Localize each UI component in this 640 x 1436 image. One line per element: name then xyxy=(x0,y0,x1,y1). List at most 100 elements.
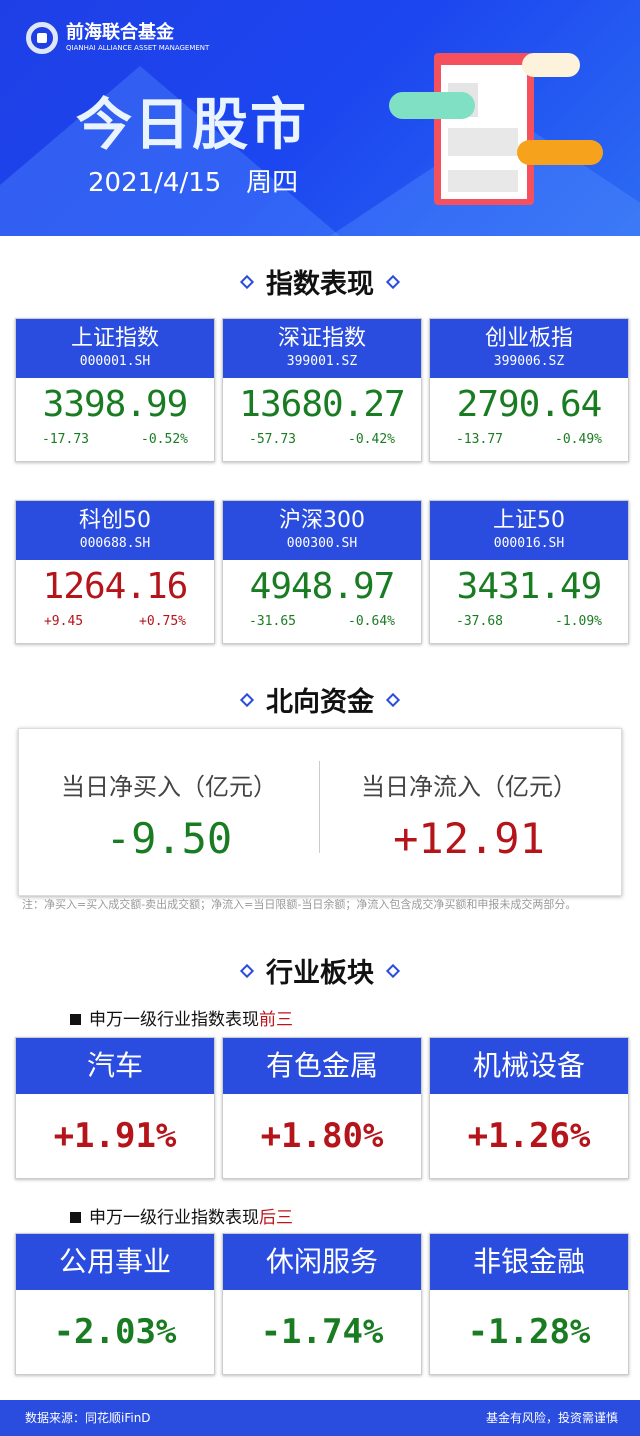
index-change: -13.77 xyxy=(456,432,503,447)
index-card-header: 沪深300 000300.SH xyxy=(223,501,421,560)
index-name: 科创50 xyxy=(79,508,151,533)
index-name: 上证指数 xyxy=(70,326,159,351)
industry-name: 机械设备 xyxy=(430,1038,628,1094)
section-title-text: 指数表现 xyxy=(266,269,374,300)
industry-pct: -1.28% xyxy=(467,1312,591,1352)
diamond-icon xyxy=(239,692,255,707)
index-card-header: 上证指数 000001.SH xyxy=(16,319,214,378)
date: 2021/4/15 周四 xyxy=(88,162,298,199)
disclaimer: 基金有风险，投资需谨慎 xyxy=(485,1411,618,1425)
section-title-text: 北向资金 xyxy=(266,687,374,718)
net-buy-label: 当日净买入（亿元） xyxy=(61,773,277,801)
index-card-body: 3398.99 -17.73 -0.52% xyxy=(16,378,214,461)
subheading-highlight: 后三 xyxy=(259,1208,293,1228)
index-value: 2790.64 xyxy=(456,384,603,425)
diamond-icon xyxy=(239,274,255,289)
divider xyxy=(319,761,320,853)
data-source: 数据来源：同花顺iFinD xyxy=(25,1411,151,1425)
section-title-text: 行业板块 xyxy=(266,958,374,989)
section-title-northbound: 北向资金 xyxy=(0,680,640,719)
industry-card: 非银金融 -1.28% xyxy=(429,1233,629,1375)
index-value: 1264.16 xyxy=(42,566,189,607)
index-change: -31.65 xyxy=(249,614,296,629)
index-card: 上证指数 000001.SH 3398.99 -17.73 -0.52% xyxy=(15,318,215,462)
diamond-icon xyxy=(385,963,401,978)
index-card-body: 13680.27 -57.73 -0.42% xyxy=(223,378,421,461)
industry-name: 非银金融 xyxy=(430,1234,628,1290)
subheading-text: 申万一级行业指数表现 xyxy=(89,1010,259,1030)
index-card-body: 2790.64 -13.77 -0.49% xyxy=(430,378,628,461)
index-card: 科创50 000688.SH 1264.16 +9.45 +0.75% xyxy=(15,500,215,644)
index-code: 399001.SZ xyxy=(286,354,358,369)
industry-pct: +1.80% xyxy=(260,1116,384,1156)
net-inflow-value: +12.91 xyxy=(393,814,545,863)
index-card: 创业板指 399006.SZ 2790.64 -13.77 -0.49% xyxy=(429,318,629,462)
chat-bubble-icon xyxy=(522,53,580,77)
net-inflow-label: 当日净流入（亿元） xyxy=(361,773,577,801)
diamond-icon xyxy=(239,963,255,978)
index-card-body: 1264.16 +9.45 +0.75% xyxy=(16,560,214,643)
industry-card: 有色金属 +1.80% xyxy=(222,1037,422,1179)
industry-card: 汽车 +1.91% xyxy=(15,1037,215,1179)
company-logo: 前海联合基金 QIANHAI ALLIANCE ASSET MANAGEMENT xyxy=(26,22,209,54)
index-code: 000001.SH xyxy=(79,354,151,369)
index-card: 深证指数 399001.SZ 13680.27 -57.73 -0.42% xyxy=(222,318,422,462)
chat-bubble-icon xyxy=(389,92,475,119)
top3-subheading: 申万一级行业指数表现前三 xyxy=(70,1005,293,1030)
northbound-panel: 当日净买入（亿元） -9.50 当日净流入（亿元） +12.91 xyxy=(18,728,622,896)
industry-card: 休闲服务 -1.74% xyxy=(222,1233,422,1375)
logo-name-en: QIANHAI ALLIANCE ASSET MANAGEMENT xyxy=(66,44,210,52)
index-card-body: 3431.49 -37.68 -1.09% xyxy=(430,560,628,643)
index-code: 000016.SH xyxy=(493,536,565,551)
index-code: 000688.SH xyxy=(79,536,151,551)
index-change-pct: -0.52% xyxy=(141,432,188,447)
diamond-icon xyxy=(385,274,401,289)
index-change: -17.73 xyxy=(42,432,89,447)
index-name: 创业板指 xyxy=(484,326,573,351)
index-change: -57.73 xyxy=(249,432,296,447)
index-value: 3398.99 xyxy=(42,384,189,425)
mountain-decoration xyxy=(0,66,340,236)
date-value: 2021/4/15 xyxy=(88,168,222,198)
industry-name: 有色金属 xyxy=(223,1038,421,1094)
index-value: 3431.49 xyxy=(456,566,603,607)
index-card-header: 深证指数 399001.SZ xyxy=(223,319,421,378)
square-bullet-icon xyxy=(70,1014,81,1025)
subheading-highlight: 前三 xyxy=(259,1010,293,1030)
logo-name: 前海联合基金 xyxy=(66,22,174,43)
diamond-icon xyxy=(385,692,401,707)
index-change: -37.68 xyxy=(456,614,503,629)
footnote: 注：净买入=买入成交额-卖出成交额；净流入=当日限额-当日余额；净流入包含成交净… xyxy=(22,898,577,911)
index-change: +9.45 xyxy=(43,614,84,629)
index-name: 沪深300 xyxy=(279,508,365,533)
industry-name: 公用事业 xyxy=(16,1234,214,1290)
index-change-pct: -1.09% xyxy=(555,614,602,629)
footer: 数据来源：同花顺iFinD 基金有风险，投资需谨慎 xyxy=(0,1400,640,1436)
phone-illustration-icon xyxy=(434,53,534,205)
index-card-body: 4948.97 -31.65 -0.64% xyxy=(223,560,421,643)
section-title-industry: 行业板块 xyxy=(0,951,640,990)
index-value: 13680.27 xyxy=(239,384,405,425)
index-code: 399006.SZ xyxy=(493,354,565,369)
logo-icon xyxy=(26,22,58,54)
chat-bubble-icon xyxy=(517,140,603,165)
industry-card: 公用事业 -2.03% xyxy=(15,1233,215,1375)
index-card-header: 科创50 000688.SH xyxy=(16,501,214,560)
subheading-text: 申万一级行业指数表现 xyxy=(89,1208,259,1228)
index-card-header: 上证50 000016.SH xyxy=(430,501,628,560)
index-value: 4948.97 xyxy=(249,566,396,607)
index-name: 上证50 xyxy=(493,508,565,533)
industry-pct: -2.03% xyxy=(53,1312,177,1352)
index-change-pct: -0.64% xyxy=(348,614,395,629)
index-change-pct: -0.49% xyxy=(555,432,602,447)
header-banner: 前海联合基金 QIANHAI ALLIANCE ASSET MANAGEMENT… xyxy=(0,0,640,236)
index-code: 000300.SH xyxy=(286,536,358,551)
index-card: 沪深300 000300.SH 4948.97 -31.65 -0.64% xyxy=(222,500,422,644)
index-change-pct: +0.75% xyxy=(139,614,187,629)
index-card: 上证50 000016.SH 3431.49 -37.68 -1.09% xyxy=(429,500,629,644)
net-buy-value: -9.50 xyxy=(105,814,233,863)
industry-name: 休闲服务 xyxy=(223,1234,421,1290)
section-title-index: 指数表现 xyxy=(0,262,640,301)
index-change-pct: -0.42% xyxy=(348,432,395,447)
industry-pct: +1.91% xyxy=(53,1116,177,1156)
